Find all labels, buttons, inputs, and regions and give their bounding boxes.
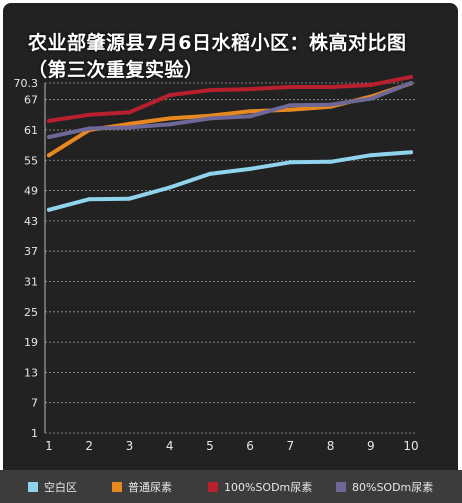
data-point <box>87 112 92 117</box>
legend-label: 空白区 <box>44 480 77 494</box>
y-tick-label: 31 <box>24 275 38 288</box>
data-point <box>87 197 92 202</box>
data-point <box>47 207 51 212</box>
series-line-3 <box>47 81 413 139</box>
data-point <box>248 109 253 114</box>
y-tick-label: 1 <box>31 427 38 440</box>
x-tick-label: 9 <box>367 439 375 453</box>
data-point <box>47 153 51 158</box>
x-tick-label: 6 <box>246 439 254 453</box>
data-point <box>409 81 413 85</box>
legend-item-common-urea: 普通尿素 <box>112 479 172 495</box>
data-point <box>288 107 293 112</box>
data-point <box>328 85 333 90</box>
data-point <box>87 126 92 131</box>
legend-swatch <box>112 481 122 492</box>
y-tick-label: 55 <box>24 154 38 167</box>
data-point <box>248 114 253 119</box>
data-point <box>127 196 132 201</box>
data-point <box>288 103 293 108</box>
data-point <box>328 159 333 164</box>
x-tick-label: 1 <box>45 439 53 453</box>
chart-title: 农业部肇源县7月6日水稻小区：株高对比图 （第三次重复实验） <box>28 30 448 84</box>
legend-label: 80%SODm尿素 <box>352 480 434 494</box>
series-lines <box>47 74 413 212</box>
legend-label: 普通尿素 <box>128 480 172 494</box>
data-point <box>127 110 132 115</box>
y-tick-label: 19 <box>24 336 38 349</box>
plot-area <box>45 83 415 433</box>
data-point <box>47 135 51 140</box>
legend-swatch <box>208 481 218 492</box>
x-tick-label: 8 <box>327 439 335 453</box>
grid-lines <box>44 82 415 434</box>
y-tick-label: 61 <box>24 124 38 137</box>
series-line-2 <box>47 74 413 123</box>
data-point <box>368 153 373 158</box>
data-point <box>288 160 293 165</box>
data-point <box>47 118 51 123</box>
chart-title-line-1: 农业部肇源县7月6日水稻小区：株高对比图 <box>28 32 407 54</box>
data-point <box>127 125 132 130</box>
x-tick-label: 2 <box>85 439 93 453</box>
legend-item-80-sodm: 80%SODm尿素 <box>336 479 433 495</box>
data-point <box>409 74 413 79</box>
y-tick-label: 13 <box>24 366 38 379</box>
y-tick-label: 70.3 <box>14 77 39 90</box>
x-tick-label: 3 <box>126 439 134 453</box>
legend-label: 100%SODm尿素 <box>224 480 313 494</box>
data-point <box>248 87 253 92</box>
y-tick-label: 49 <box>24 185 38 198</box>
series-line-0 <box>47 150 413 212</box>
legend-item-blank: 空白区 <box>28 479 77 495</box>
legend-swatch <box>28 481 38 492</box>
data-point <box>328 102 333 107</box>
data-point <box>167 122 172 127</box>
x-axis-ticks: 1 2 3 4 5 6 7 8 9 10 <box>45 439 418 453</box>
y-tick-label: 7 <box>31 397 38 410</box>
data-point <box>167 185 172 190</box>
legend: 空白区 普通尿素 100%SODm尿素 80%SODm尿素 <box>0 470 462 503</box>
x-tick-label: 5 <box>206 439 214 453</box>
data-point <box>127 121 132 126</box>
y-tick-label: 25 <box>24 306 38 319</box>
data-point <box>207 116 212 121</box>
y-tick-label: 43 <box>24 215 38 228</box>
data-point <box>167 93 172 98</box>
data-point <box>248 166 253 171</box>
data-point <box>368 83 373 88</box>
x-tick-label: 10 <box>403 439 418 453</box>
x-tick-label: 7 <box>287 439 295 453</box>
chart-title-line-2: （第三次重复实验） <box>28 59 204 81</box>
data-point <box>207 171 212 176</box>
data-point <box>167 116 172 121</box>
legend-item-100-sodm: 100%SODm尿素 <box>208 479 312 495</box>
y-axis-ticks: 70.3 67 61 55 49 43 37 31 25 19 13 7 1 <box>14 77 39 440</box>
data-point <box>409 150 413 155</box>
data-point <box>368 96 373 101</box>
legend-swatch <box>336 481 346 492</box>
y-tick-label: 67 <box>24 94 38 107</box>
x-tick-label: 4 <box>166 439 174 453</box>
data-point <box>288 85 293 90</box>
y-tick-label: 37 <box>24 245 38 258</box>
data-point <box>207 88 212 93</box>
